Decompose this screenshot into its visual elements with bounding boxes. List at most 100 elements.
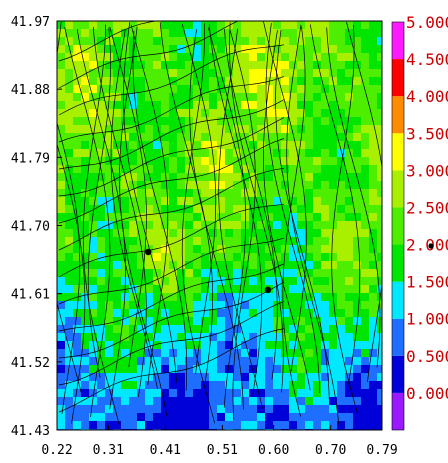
field-cell — [177, 413, 186, 422]
field-cell — [225, 421, 234, 430]
field-cell — [97, 109, 106, 118]
field-cell — [321, 197, 330, 206]
field-cell — [353, 221, 362, 230]
field-cell — [57, 405, 66, 414]
field-cell — [257, 21, 266, 30]
field-cell — [145, 181, 154, 190]
field-cell — [153, 413, 162, 422]
field-cell — [105, 357, 114, 366]
streamline — [109, 26, 147, 367]
field-cell — [337, 389, 346, 398]
field-cell — [289, 301, 298, 310]
field-cell — [137, 37, 146, 46]
field-cell — [209, 301, 218, 310]
field-cell — [289, 333, 298, 342]
field-cell — [97, 413, 106, 422]
field-cell — [145, 277, 154, 286]
field-cell — [145, 213, 154, 222]
field-cell — [249, 173, 258, 182]
field-cell — [297, 125, 306, 134]
field-cell — [249, 61, 258, 70]
field-cell — [281, 381, 290, 390]
field-cell — [145, 325, 154, 334]
field-cell — [337, 45, 346, 54]
field-cell — [273, 45, 282, 54]
field-cell — [89, 349, 98, 358]
field-cell — [369, 341, 378, 350]
field-cell — [81, 381, 90, 390]
field-cell — [225, 205, 234, 214]
field-cell — [313, 365, 322, 374]
field-cell — [313, 157, 322, 166]
field-cell — [225, 365, 234, 374]
field-cell — [209, 29, 218, 38]
field-cell — [121, 125, 130, 134]
field-cell — [185, 29, 194, 38]
field-cell — [57, 381, 66, 390]
field-cell — [65, 197, 74, 206]
field-cell — [169, 245, 178, 254]
field-cell — [121, 109, 130, 118]
field-cell — [209, 397, 218, 406]
field-cell — [97, 253, 106, 262]
field-cell — [265, 229, 274, 238]
field-cell — [137, 389, 146, 398]
field-cell — [57, 37, 66, 46]
field-cell — [97, 21, 106, 30]
field-cell — [177, 69, 186, 78]
field-cell — [281, 181, 290, 190]
field-cell — [105, 165, 114, 174]
field-cell — [97, 261, 106, 270]
field-cell — [105, 53, 114, 62]
streamline — [224, 29, 278, 380]
field-cell — [305, 85, 314, 94]
field-cell — [137, 229, 146, 238]
colorbar-label: 4.500 — [406, 50, 448, 69]
field-cell — [305, 61, 314, 70]
field-cell — [321, 245, 330, 254]
field-cell — [249, 421, 258, 430]
field-cell — [265, 125, 274, 134]
field-cell — [177, 149, 186, 158]
field-cell — [321, 389, 330, 398]
field-cell — [113, 277, 122, 286]
field-cell — [345, 117, 354, 126]
field-cell — [121, 61, 130, 70]
field-cell — [153, 93, 162, 102]
field-cell — [329, 333, 338, 342]
field-cell — [185, 221, 194, 230]
field-cell — [225, 29, 234, 38]
field-cell — [329, 365, 338, 374]
field-cell — [377, 285, 382, 294]
field-cell — [105, 101, 114, 110]
streamline — [58, 301, 285, 386]
field-cell — [129, 421, 138, 430]
field-cell — [225, 285, 234, 294]
colorbar-swatch — [392, 355, 404, 393]
x-tick-label: 0.51 — [207, 443, 238, 458]
field-cell — [73, 61, 82, 70]
field-cell — [337, 405, 346, 414]
field-cell — [313, 261, 322, 270]
field-cell — [281, 29, 290, 38]
field-cell — [217, 181, 226, 190]
field-cell — [369, 349, 378, 358]
field-cell — [369, 125, 378, 134]
field-cell — [193, 101, 202, 110]
field-cell — [65, 341, 74, 350]
field-cell — [281, 189, 290, 198]
field-cell — [297, 45, 306, 54]
field-cell — [209, 109, 218, 118]
field-cell — [297, 29, 306, 38]
field-cell — [97, 237, 106, 246]
field-cell — [153, 261, 162, 270]
field-cell — [113, 293, 122, 302]
field-cell — [281, 397, 290, 406]
field-cell — [137, 109, 146, 118]
field-cell — [273, 221, 282, 230]
field-cell — [257, 37, 266, 46]
field-cell — [89, 397, 98, 406]
field-cell — [81, 397, 90, 406]
field-cell — [73, 45, 82, 54]
field-cell — [201, 181, 210, 190]
